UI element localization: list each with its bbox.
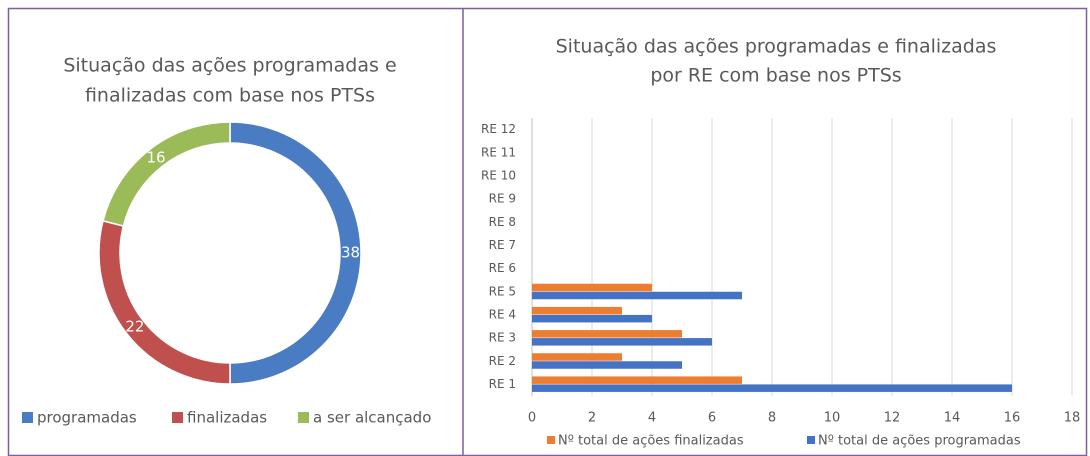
legend-label: programadas <box>37 409 137 427</box>
legend-swatch <box>172 412 183 423</box>
bar <box>532 338 712 346</box>
legend-label: finalizadas <box>187 409 267 427</box>
bar <box>532 361 682 369</box>
bar <box>532 291 742 300</box>
x-tick-label: 16 <box>1004 411 1021 426</box>
data-label: 38 <box>341 244 360 262</box>
y-tick-label: RE 9 <box>489 192 516 206</box>
legend-label: Nº total de ações programadas <box>818 434 1021 449</box>
legend-label: Nº total de ações finalizadas <box>558 434 744 449</box>
bar <box>532 283 652 292</box>
bar <box>532 384 1012 392</box>
bar <box>532 353 622 361</box>
chart-title: Situação das ações programadas e <box>63 55 396 77</box>
bar <box>532 306 622 315</box>
y-tick-label: RE 6 <box>489 261 516 275</box>
chart-title: finalizadas com base nos PTSs <box>85 85 375 107</box>
legend-swatch <box>807 436 815 444</box>
chart-title: Situação das ações programadas e finaliz… <box>556 36 997 58</box>
x-tick-label: 10 <box>824 411 841 426</box>
y-tick-label: RE 10 <box>481 168 516 182</box>
y-tick-label: RE 12 <box>481 122 516 136</box>
donut-segment <box>98 219 231 385</box>
y-tick-label: RE 7 <box>489 238 516 252</box>
bar <box>532 314 652 323</box>
legend-swatch <box>547 436 555 444</box>
x-tick-label: 6 <box>708 411 716 426</box>
x-tick-label: 2 <box>588 411 596 426</box>
x-tick-label: 14 <box>944 411 961 426</box>
y-tick-label: RE 4 <box>489 307 516 321</box>
y-tick-label: RE 11 <box>481 145 516 159</box>
donut-segment <box>102 121 231 227</box>
chart-title: por RE com base nos PTSs <box>650 65 901 87</box>
bar <box>532 376 742 384</box>
x-tick-label: 8 <box>768 411 776 426</box>
data-label: 16 <box>146 148 165 166</box>
y-tick-label: RE 5 <box>489 284 516 298</box>
y-tick-label: RE 3 <box>489 331 516 345</box>
y-tick-label: RE 2 <box>489 354 516 368</box>
y-tick-label: RE 8 <box>489 215 516 229</box>
legend-label: a ser alcançado <box>313 409 431 427</box>
y-tick-label: RE 1 <box>489 377 516 391</box>
x-tick-label: 12 <box>884 411 901 426</box>
x-tick-label: 0 <box>528 411 536 426</box>
data-label: 22 <box>125 318 144 336</box>
x-tick-label: 4 <box>648 411 656 426</box>
legend-swatch <box>22 412 33 423</box>
bar <box>532 330 682 338</box>
legend-swatch <box>298 412 309 423</box>
x-tick-label: 18 <box>1064 411 1081 426</box>
